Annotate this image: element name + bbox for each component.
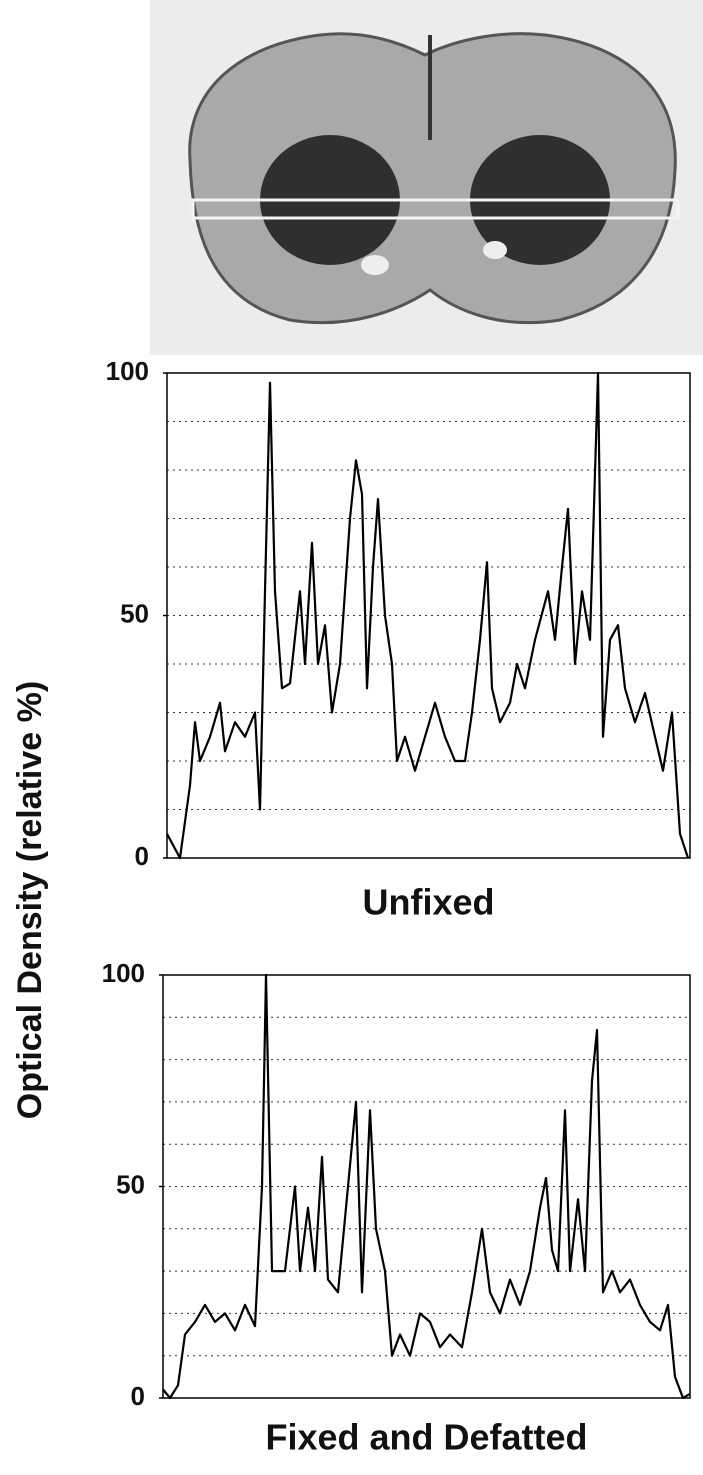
chart-title: Unfixed xyxy=(362,882,494,923)
y-tick-label: 50 xyxy=(116,1169,145,1199)
y-tick-label: 0 xyxy=(135,841,149,871)
y-tick-label: 0 xyxy=(131,1381,145,1411)
y-tick-label: 100 xyxy=(102,958,145,988)
y-tick-label: 100 xyxy=(106,356,149,386)
brain-section-image xyxy=(150,0,703,355)
y-axis-label: Optical Density (relative %) xyxy=(11,681,49,1119)
plot-frame xyxy=(162,974,691,1399)
density-trace xyxy=(166,371,690,860)
chart-title: Fixed and Defatted xyxy=(265,1417,587,1458)
plot-frame xyxy=(166,372,691,859)
scan-band xyxy=(191,198,680,220)
density-trace xyxy=(162,973,691,1400)
bright-spot xyxy=(483,241,507,259)
y-tick-label: 50 xyxy=(120,598,149,628)
bright-spot xyxy=(361,255,389,275)
